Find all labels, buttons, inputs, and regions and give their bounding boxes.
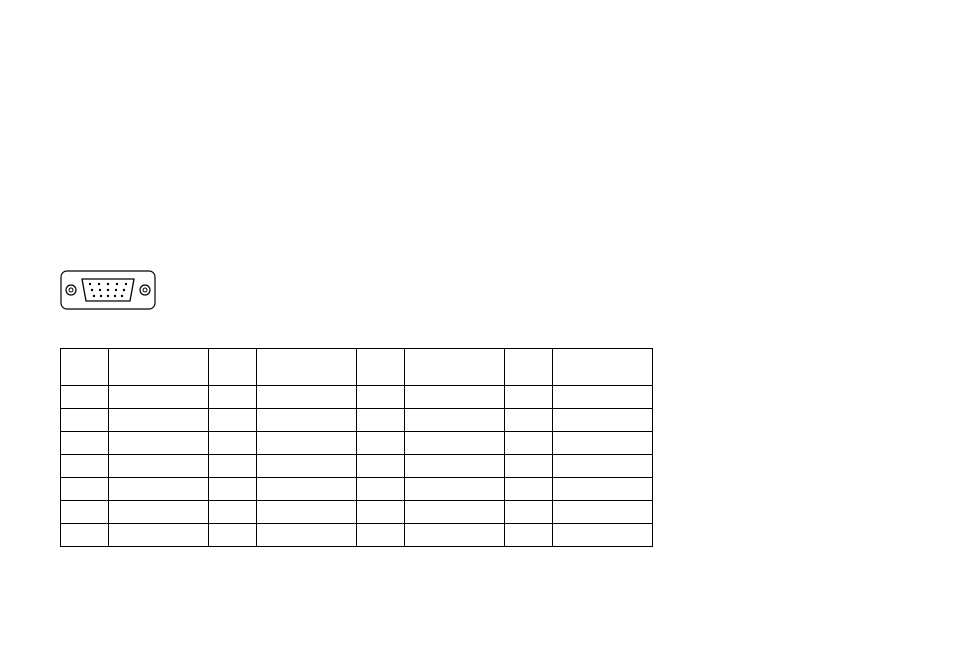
cell [257, 478, 357, 501]
cell [61, 455, 109, 478]
cell [505, 455, 553, 478]
cell [209, 501, 257, 524]
col-header [257, 349, 357, 386]
col-header [109, 349, 209, 386]
cell [109, 386, 209, 409]
cell [257, 501, 357, 524]
table-row [61, 455, 653, 478]
cell [505, 409, 553, 432]
cell [405, 455, 505, 478]
cell [405, 501, 505, 524]
cell [257, 455, 357, 478]
col-header [357, 349, 405, 386]
cell [357, 455, 405, 478]
cell [209, 386, 257, 409]
table-row [61, 432, 653, 455]
cell [505, 501, 553, 524]
table-row [61, 524, 653, 547]
hd15-connector-icon [60, 270, 156, 310]
cell [553, 478, 653, 501]
cell [405, 386, 505, 409]
cell [553, 409, 653, 432]
cell [257, 524, 357, 547]
table-row [61, 386, 653, 409]
col-header [209, 349, 257, 386]
cell [209, 478, 257, 501]
cell [357, 501, 405, 524]
cell [109, 501, 209, 524]
cell [209, 409, 257, 432]
cell [505, 386, 553, 409]
cell [357, 409, 405, 432]
cell [61, 386, 109, 409]
cell [209, 455, 257, 478]
table-row [61, 409, 653, 432]
col-header [505, 349, 553, 386]
cell [61, 501, 109, 524]
cell [257, 432, 357, 455]
cell [61, 409, 109, 432]
cell [405, 409, 505, 432]
cell [209, 432, 257, 455]
cell [61, 432, 109, 455]
cell [405, 432, 505, 455]
pinout-table [60, 348, 653, 547]
cell [357, 478, 405, 501]
cell [109, 409, 209, 432]
cell [553, 524, 653, 547]
table-body [61, 386, 653, 547]
cell [357, 386, 405, 409]
connector-illustration [60, 270, 156, 310]
cell [61, 524, 109, 547]
cell [109, 432, 209, 455]
table-row [61, 478, 653, 501]
cell [505, 478, 553, 501]
table-header-row [61, 349, 653, 386]
table-row [61, 501, 653, 524]
cell [109, 524, 209, 547]
cell [505, 432, 553, 455]
cell [357, 432, 405, 455]
cell [61, 478, 109, 501]
cell [553, 455, 653, 478]
cell [553, 386, 653, 409]
cell [405, 524, 505, 547]
document-page [0, 0, 954, 672]
col-header [61, 349, 109, 386]
cell [553, 432, 653, 455]
cell [257, 409, 357, 432]
cell [505, 524, 553, 547]
cell [109, 455, 209, 478]
cell [257, 386, 357, 409]
cell [209, 524, 257, 547]
cell [109, 478, 209, 501]
col-header [405, 349, 505, 386]
cell [357, 524, 405, 547]
cell [405, 478, 505, 501]
col-header [553, 349, 653, 386]
cell [553, 501, 653, 524]
